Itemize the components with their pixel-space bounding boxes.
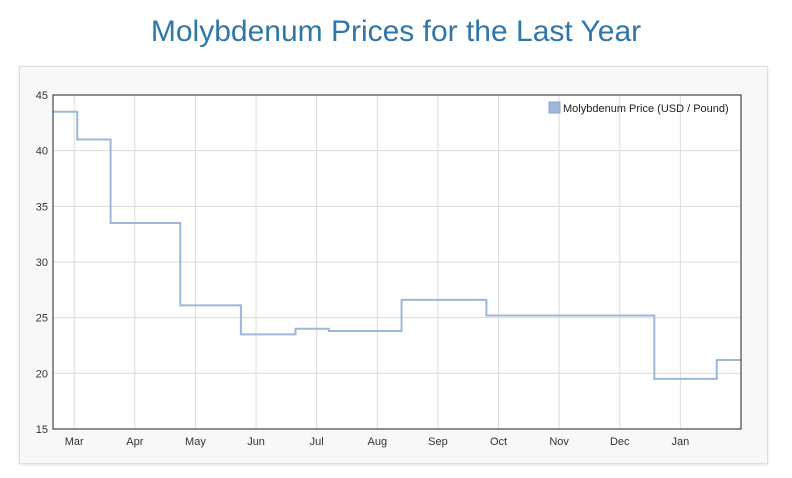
grid-layer xyxy=(53,95,741,429)
x-tick-label: Jul xyxy=(310,436,324,448)
x-tick-label: Nov xyxy=(549,436,569,448)
molybdenum-price-chart: 15 20 25 30 35 40 45 Mar Apr May Jun Jul Aug Sep Oct No… xyxy=(36,90,742,448)
x-tick-label: May xyxy=(185,436,206,448)
x-tick-label: Jun xyxy=(247,436,265,448)
chart-panel: 15 20 25 30 35 40 45 Mar Apr May Jun Jul Aug Sep Oct No… xyxy=(19,66,768,464)
x-tick-label: Sep xyxy=(428,436,448,448)
x-tick-label: Jan xyxy=(672,436,690,448)
x-tick-label: Dec xyxy=(610,436,630,448)
legend-label: Molybdenum Price (USD / Pound) xyxy=(563,103,729,115)
series-line xyxy=(53,110,741,380)
plot-border xyxy=(52,94,742,430)
y-tick-label: 30 xyxy=(36,257,48,269)
legend-swatch xyxy=(548,101,561,114)
series-layer xyxy=(53,110,741,380)
y-tick-label: 15 xyxy=(36,424,48,436)
y-tick-label: 40 xyxy=(36,146,48,158)
x-tick-label: Apr xyxy=(126,436,143,448)
axis-layer: 15 20 25 30 35 40 45 Mar Apr May Jun Jul Aug Sep Oct No… xyxy=(36,90,742,448)
legend-layer: Molybdenum Price (USD / Pound) xyxy=(548,101,729,115)
y-tick-label: 25 xyxy=(36,313,48,325)
y-tick-label: 45 xyxy=(36,90,48,102)
page-title: Molybdenum Prices for the Last Year xyxy=(150,15,642,48)
x-tick-label: Mar xyxy=(65,436,84,448)
x-tick-label: Aug xyxy=(368,436,388,448)
y-tick-label: 35 xyxy=(36,201,48,213)
y-tick-label: 20 xyxy=(36,368,48,380)
x-tick-label: Oct xyxy=(490,436,507,448)
